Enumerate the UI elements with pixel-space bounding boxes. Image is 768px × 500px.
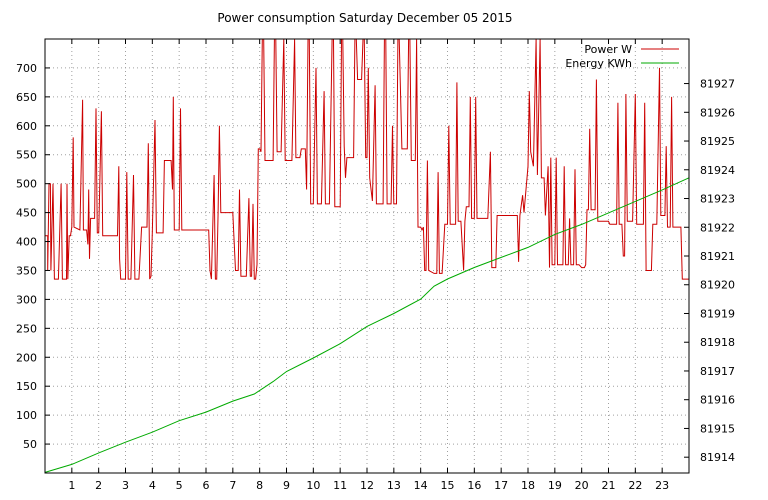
- series-line-energy: [44, 177, 690, 473]
- x-tick-label: 22: [628, 479, 642, 492]
- y-right-tick-label: 81923: [700, 193, 735, 206]
- y-left-tick-label: 100: [16, 409, 37, 422]
- y-right-tick-label: 81916: [700, 394, 735, 407]
- series-line-power: [45, 38, 689, 280]
- y-left-tick-label: 50: [23, 438, 37, 451]
- y-right-tick-label: 81924: [700, 164, 735, 177]
- x-tick-label: 12: [360, 479, 374, 492]
- y-left-tick-label: 150: [16, 380, 37, 393]
- x-tick-label: 15: [441, 479, 455, 492]
- x-tick-label: 6: [203, 479, 210, 492]
- axis-ticks: 1 2 3 4 5 6 7 8 9 10 11 12 13 14 15 16 17 18 19 20 21 22 23501…: [16, 39, 735, 492]
- x-tick-label: 14: [414, 479, 428, 492]
- x-tick-label: 11: [333, 479, 347, 492]
- y-left-tick-label: 400: [16, 236, 37, 249]
- y-right-tick-label: 81914: [700, 451, 735, 464]
- y-right-tick-label: 81925: [700, 135, 735, 148]
- x-tick-label: 21: [602, 479, 616, 492]
- x-tick-label: 9: [283, 479, 290, 492]
- x-tick-label: 19: [548, 479, 562, 492]
- x-tick-label: 10: [306, 479, 320, 492]
- x-tick-label: 18: [521, 479, 535, 492]
- x-tick-label: 7: [229, 479, 236, 492]
- x-tick-label: 8: [256, 479, 263, 492]
- x-tick-label: 16: [467, 479, 481, 492]
- x-tick-label: 2: [95, 479, 102, 492]
- y-right-tick-label: 81915: [700, 422, 735, 435]
- y-left-tick-label: 550: [16, 149, 37, 162]
- y-right-tick-label: 81919: [700, 307, 735, 320]
- x-tick-label: 1: [68, 479, 75, 492]
- x-tick-label: 17: [494, 479, 508, 492]
- x-tick-label: 20: [575, 479, 589, 492]
- x-tick-label: 4: [149, 479, 156, 492]
- y-left-tick-label: 200: [16, 351, 37, 364]
- grid-lines: [45, 39, 689, 473]
- y-right-tick-label: 81918: [700, 336, 735, 349]
- y-left-tick-label: 450: [16, 207, 37, 220]
- y-right-tick-label: 81921: [700, 250, 735, 263]
- x-tick-label: 13: [387, 479, 401, 492]
- y-left-tick-label: 650: [16, 91, 37, 104]
- legend: Power W Energy KWh: [565, 43, 679, 70]
- y-left-tick-label: 700: [16, 62, 37, 75]
- y-left-tick-label: 350: [16, 264, 37, 277]
- y-left-tick-label: 600: [16, 120, 37, 133]
- y-left-tick-label: 300: [16, 293, 37, 306]
- legend-label-power: Power W: [584, 43, 632, 56]
- chart-title: Power consumption Saturday December 05 2…: [217, 11, 512, 25]
- y-left-tick-label: 250: [16, 322, 37, 335]
- x-tick-label: 23: [655, 479, 669, 492]
- x-tick-label: 5: [176, 479, 183, 492]
- y-right-tick-label: 81927: [700, 78, 735, 91]
- y-right-tick-label: 81922: [700, 221, 735, 234]
- y-right-tick-label: 81926: [700, 106, 735, 119]
- y-right-tick-label: 81920: [700, 279, 735, 292]
- y-left-tick-label: 500: [16, 178, 37, 191]
- legend-label-energy: Energy KWh: [565, 57, 632, 70]
- y-right-tick-label: 81917: [700, 365, 735, 378]
- x-tick-label: 3: [122, 479, 129, 492]
- series-layer: [44, 38, 690, 473]
